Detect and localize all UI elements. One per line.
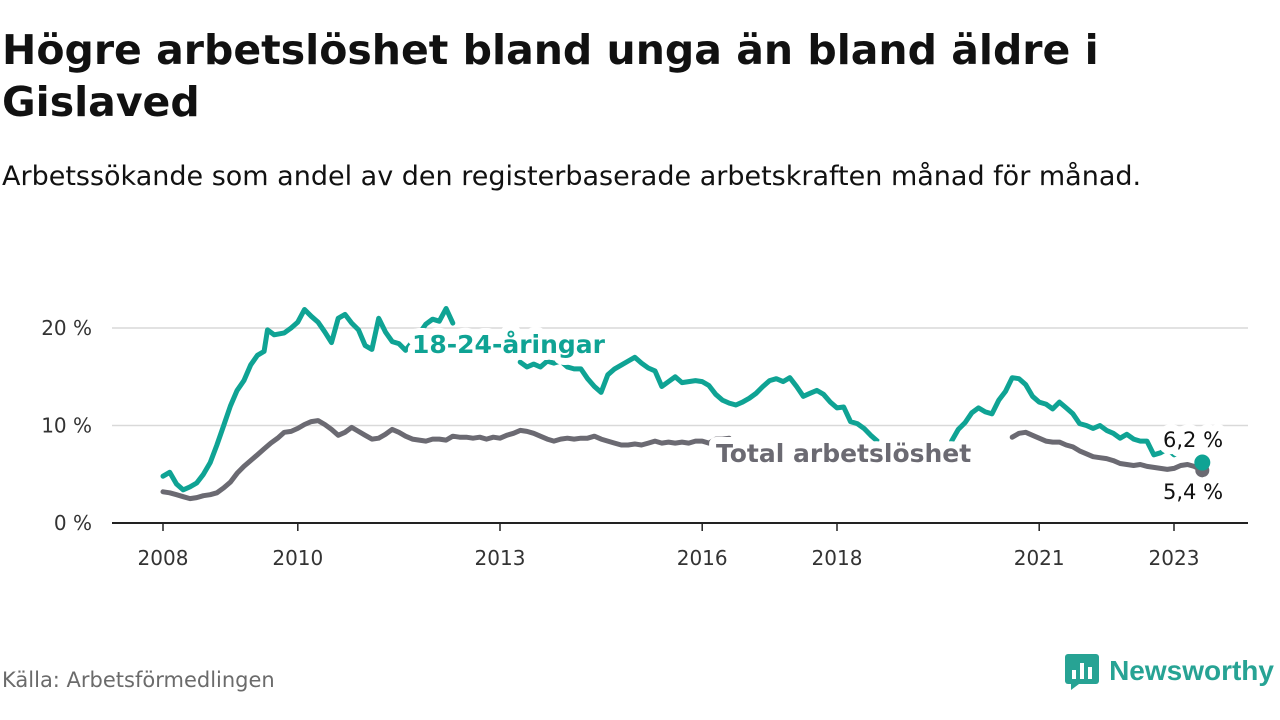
x-tick-label: 2018 [812,546,863,570]
youth-series-line-mid [517,354,880,444]
y-tick-label: 10 % [41,414,92,438]
brand-logo[interactable]: Newsworthy [1063,652,1274,690]
youth-series-line-recent [949,375,1197,458]
youth-end-marker [1194,454,1211,471]
youth-series-label-halo: 18-24-åringar [412,330,606,359]
y-tick-label: 0 % [54,511,92,535]
total-series-line-recent [1009,429,1205,473]
total-end-value: 5,4 % [1163,480,1223,504]
source-credit: Källa: Arbetsförmedlingen [2,668,275,692]
chart-subtitle: Arbetssökande som andel av den registerb… [2,161,1142,192]
newsworthy-logo-icon [1065,654,1100,690]
total-series-label-halo: Total arbetslöshet [716,439,971,468]
x-tick-label: 2021 [1014,546,1065,570]
brand-name: Newsworthy [1109,655,1274,686]
youth-series-label: 18-24-åringar [412,330,606,359]
chart-title: Högre arbetslöshet bland unga än bland ä… [2,26,1099,126]
total-series-label: Total arbetslöshet [716,439,971,468]
total-series-line [160,418,732,502]
youth-end-value: 6,2 % [1163,428,1223,452]
x-tick-label: 2008 [138,546,189,570]
x-tick-label: 2023 [1149,546,1200,570]
youth-series-line [160,306,456,493]
x-tick-label: 2010 [272,546,323,570]
y-tick-label: 20 % [41,316,92,340]
x-tick-label: 2016 [677,546,728,570]
line-chart: 0 % 10 % 20 % 2008 2010 2013 2016 2018 2021 2023 1… [41,306,1248,570]
x-tick-label: 2013 [475,546,526,570]
